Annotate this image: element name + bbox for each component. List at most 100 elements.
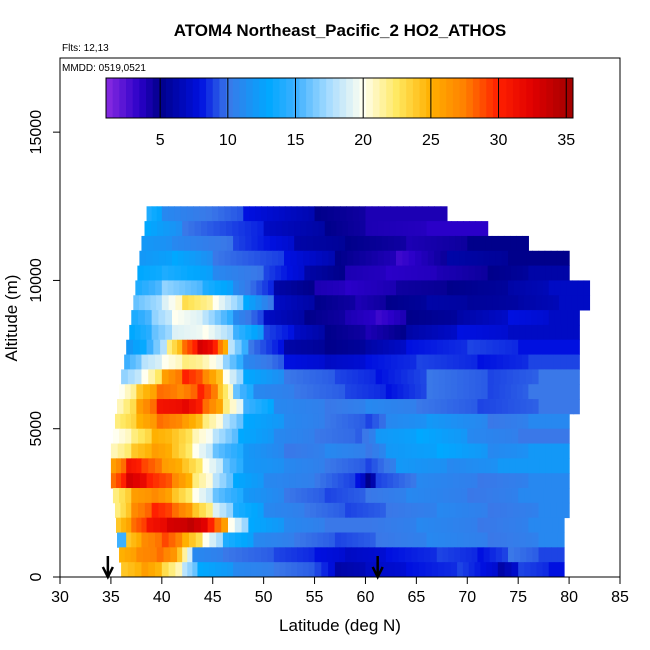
heatmap-cell bbox=[212, 295, 220, 311]
heatmap-cell bbox=[400, 324, 407, 341]
heatmap-cell bbox=[534, 473, 541, 489]
heatmap-cell bbox=[247, 532, 255, 548]
heatmap-cell bbox=[459, 250, 466, 266]
heatmap-cell bbox=[288, 324, 295, 341]
heatmap-cell bbox=[334, 369, 342, 385]
heatmap-cell bbox=[448, 235, 456, 252]
heatmap-cell bbox=[515, 517, 523, 533]
heatmap-cell bbox=[182, 369, 190, 385]
heatmap-cell bbox=[505, 339, 513, 355]
heatmap-cell bbox=[477, 399, 485, 415]
heatmap-cell bbox=[489, 547, 497, 563]
heatmap-cell bbox=[218, 295, 226, 311]
heatmap-cell bbox=[229, 354, 238, 370]
heatmap-cell bbox=[394, 339, 401, 355]
heatmap-cell bbox=[412, 235, 419, 252]
colorbar-swatch bbox=[126, 78, 134, 118]
heatmap-cell bbox=[266, 443, 273, 459]
heatmap-cell bbox=[194, 295, 202, 311]
heatmap-cell bbox=[532, 502, 540, 519]
heatmap-cell bbox=[298, 502, 305, 519]
heatmap-cell bbox=[177, 547, 183, 563]
heatmap-cell bbox=[365, 517, 373, 533]
heatmap-cell bbox=[510, 413, 518, 430]
heatmap-cell bbox=[190, 310, 198, 326]
heatmap-cell bbox=[119, 428, 126, 444]
heatmap-cell bbox=[131, 413, 137, 430]
heatmap-cell bbox=[160, 517, 168, 533]
heatmap-cell bbox=[131, 517, 137, 533]
heatmap-cell bbox=[381, 428, 388, 444]
heatmap-cell bbox=[511, 339, 519, 355]
heatmap-cell bbox=[556, 502, 564, 519]
heatmap-cell bbox=[158, 443, 166, 459]
heatmap-cell bbox=[184, 310, 191, 326]
heatmap-cell bbox=[509, 458, 517, 474]
heatmap-cell bbox=[345, 235, 352, 252]
heatmap-cell bbox=[332, 547, 340, 563]
heatmap-cell bbox=[230, 250, 238, 266]
heatmap-cell bbox=[369, 369, 377, 385]
heatmap-cell bbox=[492, 488, 500, 504]
heatmap-cell bbox=[302, 280, 310, 296]
colorbar-swatch bbox=[306, 78, 314, 118]
heatmap-cell bbox=[487, 384, 495, 400]
heatmap-cell bbox=[254, 517, 261, 533]
heatmap-cell bbox=[364, 280, 372, 296]
heatmap-cell bbox=[343, 428, 351, 444]
heatmap-cell bbox=[453, 280, 460, 296]
heatmap-cell bbox=[188, 458, 197, 474]
heatmap-cell bbox=[501, 399, 509, 415]
x-tick-label: 35 bbox=[102, 589, 120, 606]
heatmap-cell bbox=[256, 280, 263, 296]
heatmap-cell bbox=[372, 413, 380, 430]
heatmap-cell bbox=[420, 369, 428, 385]
heatmap-cell bbox=[324, 324, 332, 341]
heatmap-cell bbox=[511, 428, 519, 444]
heatmap-cell bbox=[382, 488, 390, 504]
heatmap-cell bbox=[178, 310, 185, 326]
heatmap-cell bbox=[365, 354, 373, 370]
heatmap-cell bbox=[312, 221, 320, 237]
heatmap-cell bbox=[327, 265, 335, 281]
heatmap-cell bbox=[288, 384, 295, 400]
heatmap-cell bbox=[557, 473, 564, 489]
heatmap-cell bbox=[457, 324, 465, 341]
heatmap-cell bbox=[155, 562, 163, 577]
heatmap-cell bbox=[557, 458, 564, 474]
heatmap-cell bbox=[562, 250, 570, 266]
heatmap-cell bbox=[385, 413, 393, 430]
heatmap-cell bbox=[453, 517, 460, 533]
heatmap-cell bbox=[141, 562, 149, 577]
heatmap-cell bbox=[292, 502, 300, 519]
heatmap-cell bbox=[168, 354, 176, 370]
heatmap-cell bbox=[316, 310, 323, 326]
heatmap-cell bbox=[509, 354, 517, 370]
heatmap-cell bbox=[583, 280, 591, 296]
heatmap-cell bbox=[363, 235, 371, 252]
heatmap-cell bbox=[492, 295, 500, 311]
heatmap-cell bbox=[426, 532, 434, 548]
colorbar-swatch bbox=[439, 78, 447, 118]
heatmap-cell bbox=[242, 547, 249, 563]
heatmap-cell bbox=[332, 235, 340, 252]
heatmap-cell bbox=[371, 517, 379, 533]
heatmap-cell bbox=[375, 532, 383, 548]
heatmap-cell bbox=[388, 339, 396, 355]
heatmap-cell bbox=[222, 547, 230, 563]
heatmap-cell bbox=[573, 369, 580, 385]
heatmap-cell bbox=[418, 324, 426, 341]
heatmap-cell bbox=[459, 473, 466, 489]
heatmap-cell bbox=[121, 458, 127, 474]
heatmap-cell bbox=[371, 221, 379, 237]
heatmap-cell bbox=[192, 502, 200, 519]
heatmap-cell bbox=[254, 458, 262, 474]
heatmap-cell bbox=[180, 517, 188, 533]
heatmap-cell bbox=[402, 250, 410, 266]
heatmap-cell bbox=[125, 428, 132, 444]
heatmap-cell bbox=[300, 221, 307, 237]
heatmap-cell bbox=[239, 502, 246, 519]
heatmap-cell bbox=[222, 369, 231, 385]
heatmap-cell bbox=[356, 265, 364, 281]
heatmap-cell bbox=[307, 517, 314, 533]
